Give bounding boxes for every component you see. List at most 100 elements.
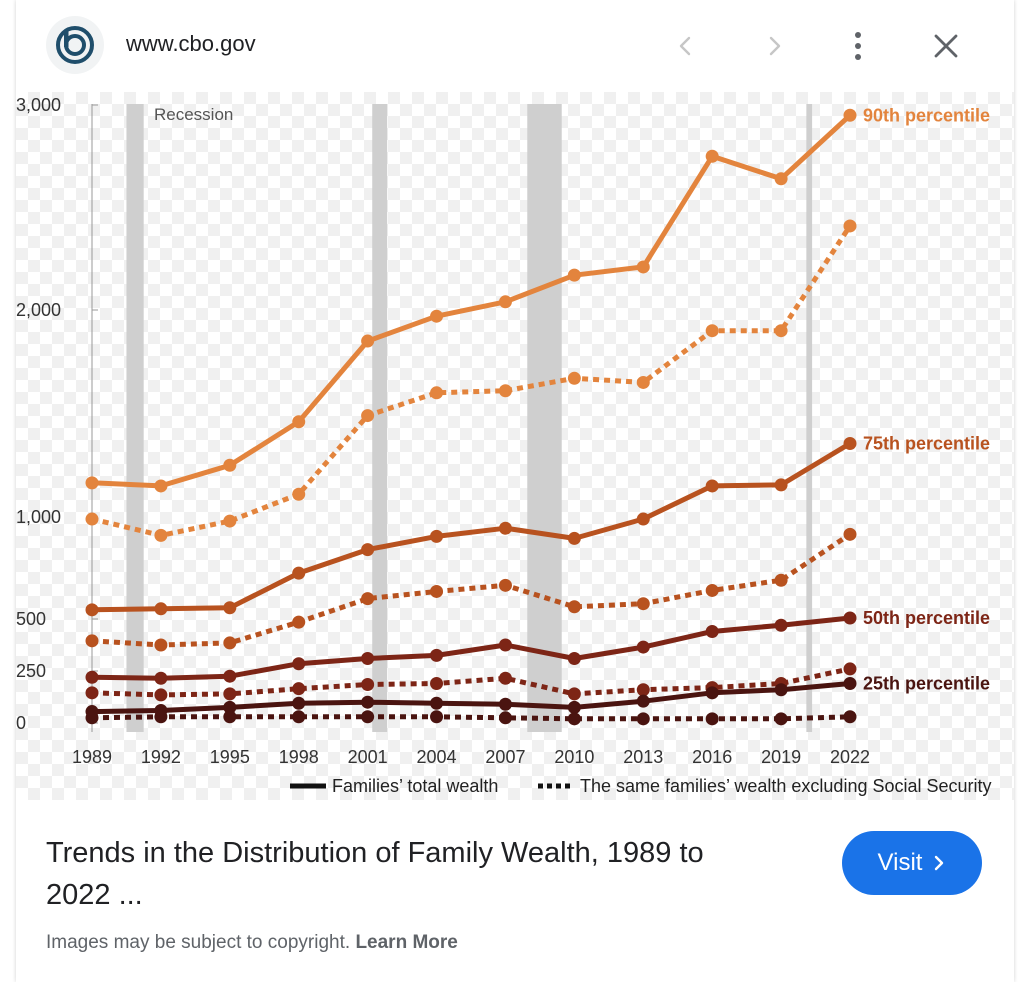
data-point [85, 603, 99, 617]
data-point [705, 324, 719, 338]
data-point [843, 219, 857, 233]
data-point [292, 682, 306, 696]
data-point [430, 710, 444, 724]
data-point [85, 512, 99, 526]
data-point [636, 694, 650, 708]
data-point [567, 652, 581, 666]
data-point [567, 531, 581, 545]
data-point [705, 686, 719, 700]
points-group [85, 108, 857, 726]
x-tick-label: 2022 [830, 747, 870, 767]
data-point [223, 458, 237, 472]
y-tick-label: 0 [16, 713, 26, 733]
data-point [361, 543, 375, 557]
legend-dotted-label: The same families’ wealth excluding Soci… [580, 776, 992, 796]
x-tick-label: 1989 [72, 747, 112, 767]
visit-button[interactable]: Visit [842, 831, 982, 895]
image-title[interactable]: Trends in the Distribution of Family Wea… [46, 832, 806, 916]
data-point [223, 601, 237, 615]
data-point [498, 711, 512, 725]
data-point [154, 710, 168, 724]
data-point [430, 386, 444, 400]
data-point [774, 478, 788, 492]
data-point [498, 578, 512, 592]
data-point [292, 696, 306, 710]
data-point [430, 648, 444, 662]
data-point [85, 686, 99, 700]
data-point [361, 334, 375, 348]
series-line-p75-solid [91, 441, 852, 613]
close-icon [934, 34, 958, 58]
series-line-p25-solid [91, 681, 851, 715]
legend: Families’ total wealth The same families… [290, 776, 992, 796]
data-point [292, 487, 306, 501]
data-point [567, 371, 581, 385]
data-point [636, 512, 650, 526]
data-point [843, 662, 857, 676]
more-vert-icon [855, 32, 861, 60]
data-point [361, 710, 375, 724]
y-axis-ticks: 0 250 500 1,000 2,000 3,000 [16, 95, 98, 733]
data-point [636, 375, 650, 389]
data-point [498, 638, 512, 652]
x-tick-label: 1992 [141, 747, 181, 767]
close-button[interactable] [924, 24, 968, 68]
preview-header: www.cbo.gov [16, 0, 1014, 92]
image-title-line1: Trends in the Distribution of Family Wea… [46, 837, 704, 869]
data-point [636, 597, 650, 611]
copyright-notice: Images may be subject to copyright. Lear… [46, 932, 458, 954]
data-point [843, 676, 857, 690]
series-group [91, 113, 853, 722]
data-point [567, 700, 581, 714]
wealth-chart: Recession 0 250 500 1,000 2,000 3,000 1989 199… [16, 95, 992, 796]
data-point [498, 295, 512, 309]
series-line-p90-solid [91, 113, 852, 489]
series-label-p50: 50th percentile [863, 608, 990, 628]
y-tick-label: 2,000 [16, 300, 61, 320]
data-point [223, 636, 237, 650]
recession-band-2 [527, 104, 562, 732]
series-line-p75-dotted [91, 532, 852, 648]
x-axis-ticks: 1989 1992 1995 1998 2001 2004 2007 2010 2013 2016… [72, 747, 870, 767]
recession-band-3 [806, 104, 813, 732]
more-options-button[interactable] [836, 24, 880, 68]
site-url[interactable]: www.cbo.gov [126, 31, 256, 56]
data-point [705, 479, 719, 493]
image-preview-panel: www.cbo.gov Reces [16, 0, 1014, 982]
data-point [85, 476, 99, 490]
data-point [567, 687, 581, 701]
data-point [361, 678, 375, 692]
data-point [223, 687, 237, 701]
chart-image[interactable]: Recession 0 250 500 1,000 2,000 3,000 1989 199… [16, 92, 1014, 800]
data-point [85, 670, 99, 684]
data-point [774, 712, 788, 726]
copyright-text: Images may be subject to copyright. [46, 932, 351, 953]
x-tick-label: 1995 [210, 747, 250, 767]
data-point [705, 149, 719, 163]
learn-more-link[interactable]: Learn More [355, 932, 458, 953]
x-tick-label: 1998 [279, 747, 319, 767]
next-button[interactable] [752, 24, 796, 68]
data-point [223, 700, 237, 714]
cbo-logo-icon[interactable] [46, 16, 104, 74]
previous-button[interactable] [664, 24, 708, 68]
visit-label: Visit [877, 849, 923, 876]
data-point [843, 611, 857, 625]
data-point [843, 527, 857, 541]
data-point [774, 172, 788, 186]
data-point [636, 683, 650, 697]
x-tick-label: 2001 [348, 747, 388, 767]
x-tick-label: 2010 [554, 747, 594, 767]
data-point [223, 514, 237, 528]
data-point [154, 688, 168, 702]
x-tick-label: 2004 [417, 747, 457, 767]
data-point [636, 640, 650, 654]
chevron-right-icon [935, 855, 944, 871]
data-point [567, 268, 581, 282]
data-point [705, 583, 719, 597]
data-point [223, 669, 237, 683]
data-point [292, 415, 306, 429]
data-point [636, 260, 650, 274]
recession-label: Recession [154, 105, 233, 124]
data-point [498, 697, 512, 711]
